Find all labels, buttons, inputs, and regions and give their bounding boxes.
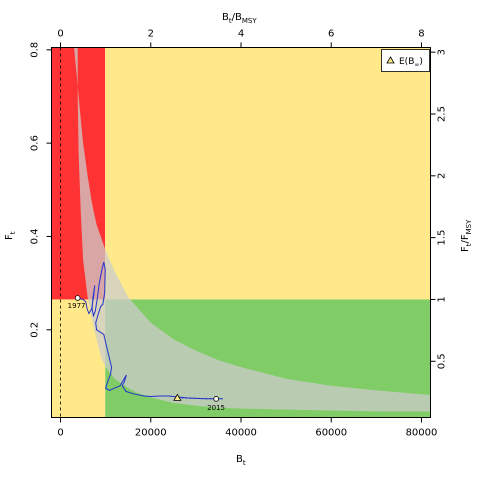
x-axis-top: 0 2 4 6 8: [57, 29, 425, 48]
x-axis-top-label: Bt/BMSY: [222, 12, 257, 25]
legend-box: [381, 49, 430, 72]
y-tick-label: 0.2: [30, 322, 41, 338]
end-point-marker: [213, 396, 219, 402]
legend-triangle-icon: [386, 56, 395, 64]
y-tick-label: 0.8: [30, 42, 41, 58]
end-year-label: 2015: [207, 404, 225, 412]
y-tick-label: 0.6: [30, 135, 41, 151]
equilibrium-marker: [173, 393, 182, 401]
right-tick-label: 0.5: [437, 353, 448, 369]
start-point-marker: [74, 295, 81, 301]
x-tick-label: 80000: [406, 428, 438, 439]
top-tick-label: 6: [328, 29, 334, 40]
x-tick-label: 40000: [225, 428, 257, 439]
right-tick-label: 1.5: [437, 230, 448, 246]
y-axis-label: Ft: [4, 231, 17, 240]
right-tick-label: 2: [437, 173, 448, 179]
x-tick-label: 60000: [315, 428, 347, 439]
right-tick-label: 2.5: [437, 106, 448, 122]
x-tick-label: 0: [57, 428, 63, 439]
right-tick-label: 3: [437, 49, 448, 55]
trajectory-line: [77, 261, 223, 400]
legend: E(B∞): [381, 49, 430, 72]
x-tick-label: 20000: [135, 428, 167, 439]
zone-yellow-upper: [105, 47, 431, 300]
top-tick-label: 0: [57, 29, 63, 40]
y-axis-right-label: Ft/FMSY: [460, 219, 473, 252]
top-tick-label: 8: [418, 29, 424, 40]
right-tick-label: 1: [437, 296, 448, 302]
y-tick-label: 0.4: [30, 229, 41, 245]
x-axis-bottom: 0 20000 40000 60000 80000: [57, 417, 438, 439]
legend-label: E(B∞): [399, 57, 423, 69]
top-tick-label: 4: [238, 29, 244, 40]
y-axis-left: 0.2 0.4 0.6 0.8: [30, 42, 52, 338]
equilibrium-link: [177, 397, 217, 400]
x-axis-label: Bt: [236, 454, 246, 467]
top-tick-label: 2: [148, 29, 154, 40]
start-year-label: 1977: [68, 302, 86, 310]
y-axis-right: 0.5 1 1.5 2 2.5 3: [430, 49, 448, 369]
